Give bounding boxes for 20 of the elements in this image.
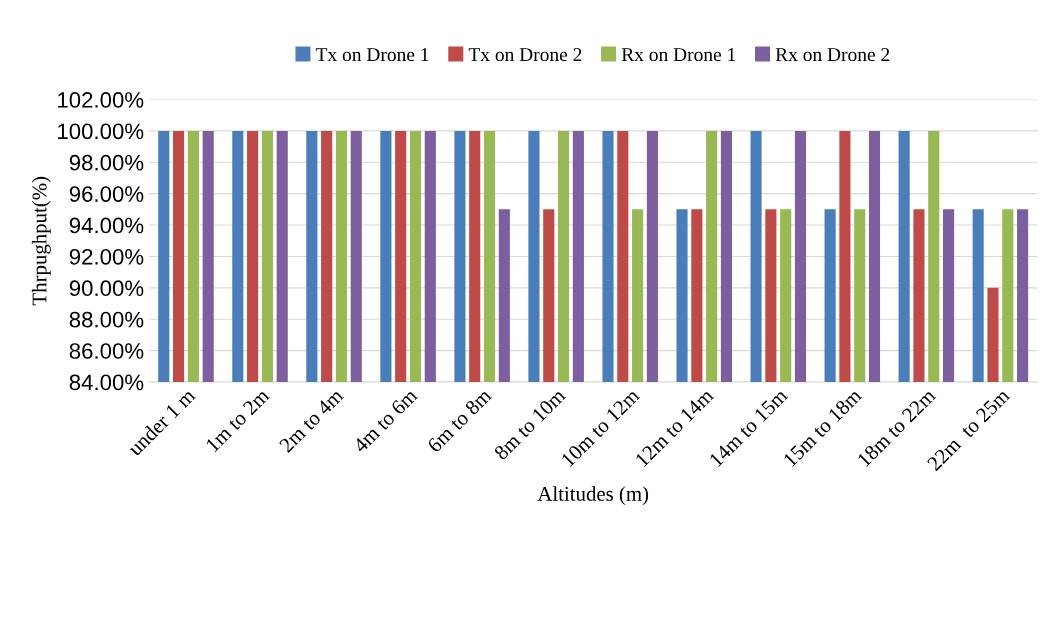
y-axis-title: Thrpughput(%)	[31, 176, 51, 306]
y-tick-label: 98.00%	[69, 154, 144, 171]
y-tick-label: 102.00%	[58, 92, 144, 108]
y-tick-label: 90.00%	[69, 280, 144, 297]
y-tick-label: 96.00%	[69, 186, 144, 202]
x-tick-label: 1m to 2m	[205, 387, 271, 453]
y-tick-label: 100.00%	[58, 123, 144, 140]
legend-label: Rx on Drone 1	[621, 48, 736, 62]
y-tick-label: 84.00%	[69, 374, 144, 391]
y-tick-label: 88.00%	[69, 311, 144, 328]
x-tick-label: 2m to 4m	[278, 387, 345, 454]
y-tick-label: 86.00%	[69, 343, 144, 359]
legend-label: Tx on Drone 2	[468, 48, 582, 62]
y-tick-label: 92.00%	[69, 248, 144, 265]
legend-label: Tx on Drone 1	[315, 48, 429, 62]
legend-label: Rx on Drone 2	[775, 48, 890, 62]
x-tick-label: 4m to 6m	[352, 387, 419, 454]
y-tick-label: 94.00%	[69, 217, 144, 234]
x-axis-title: Altitudes (m)	[537, 486, 649, 506]
x-tick-label: 6m to 8m	[426, 387, 493, 454]
